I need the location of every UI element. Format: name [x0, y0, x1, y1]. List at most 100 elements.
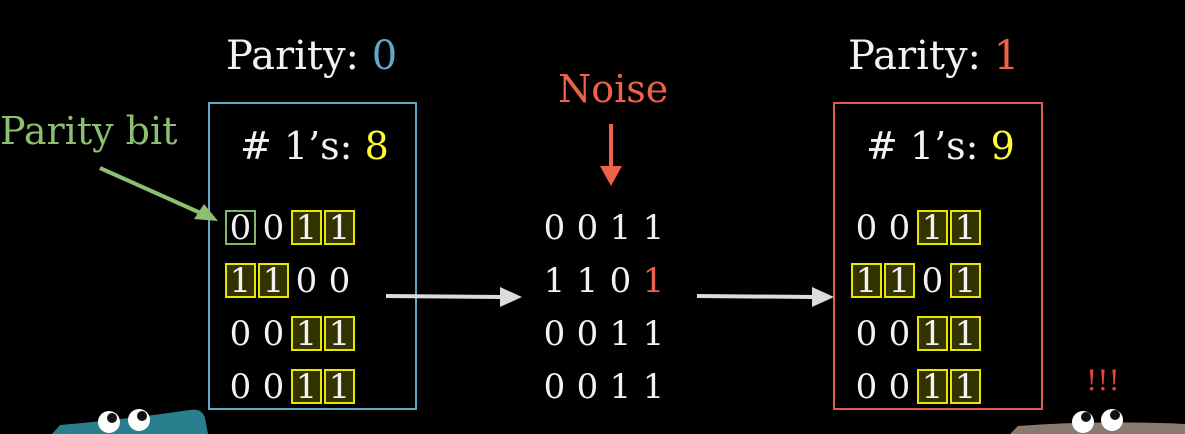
transmit-arrow-1	[385, 287, 522, 307]
left-parity-label: Parity:	[226, 33, 360, 79]
left-bit-r3-c0: 0	[224, 360, 257, 413]
bit-value: 1	[323, 316, 356, 351]
bit-value: 0	[262, 367, 285, 407]
right-bit-r0-c3: 1	[949, 201, 982, 254]
bit-value: 1	[883, 263, 916, 298]
right-bit-r3-c1: 0	[883, 360, 916, 413]
right-receiver-box	[833, 102, 1043, 410]
left-ones-count: # 1’s: 8	[240, 127, 389, 165]
middle-bit-r2-c3: 1	[637, 307, 670, 360]
bit-value: 0	[888, 208, 911, 248]
left-bit-r3-c2: 1	[290, 360, 323, 413]
left-count-value: 8	[364, 124, 389, 168]
middle-bit-r2-c1: 0	[571, 307, 604, 360]
bit-value: 0	[295, 261, 318, 301]
left-sender-box	[208, 102, 417, 410]
middle-bit-r3-c0: 0	[538, 360, 571, 413]
left-bit-r2-c3: 1	[323, 307, 356, 360]
bit-value: 1	[290, 369, 323, 404]
bit-value: 1	[642, 208, 665, 248]
bit-value: 1	[916, 369, 949, 404]
bit-value: 1	[949, 263, 982, 298]
parity-bit-arrow	[99, 166, 218, 221]
bit-value: 1	[949, 369, 982, 404]
noise-label: Noise	[558, 67, 669, 111]
right-bit-r3-c0: 0	[850, 360, 883, 413]
bit-value: 1	[850, 263, 883, 298]
bit-value: 1	[609, 367, 632, 407]
left-bit-r3-c1: 0	[257, 360, 290, 413]
bit-value: 0	[224, 210, 257, 245]
right-bit-r2-c3: 1	[949, 307, 982, 360]
right-ones-count: # 1’s: 9	[866, 127, 1015, 165]
bit-value: 1	[642, 314, 665, 354]
bit-value: 0	[855, 208, 878, 248]
left-bit-r0-c3: 1	[323, 201, 356, 254]
bit-value: 0	[543, 367, 566, 407]
brown-pi-creature	[1010, 409, 1185, 434]
right-bit-r2-c2: 1	[916, 307, 949, 360]
right-bit-r1-c3: 1	[949, 254, 982, 307]
left-bit-r3-c3: 1	[323, 360, 356, 413]
right-bit-r2-c0: 0	[850, 307, 883, 360]
bit-value: 1	[642, 261, 665, 301]
bit-value: 1	[290, 316, 323, 351]
right-bit-r1-c1: 1	[883, 254, 916, 307]
right-bit-r2-c1: 0	[883, 307, 916, 360]
parity-bit-label: Parity bit	[0, 109, 178, 153]
bit-value: 0	[262, 314, 285, 354]
middle-bit-r0-c3: 1	[637, 201, 670, 254]
bit-value: 1	[576, 261, 599, 301]
bit-value: 0	[855, 314, 878, 354]
bit-value: 1	[290, 210, 323, 245]
right-parity-title: Parity: 1	[848, 36, 1019, 76]
brown-creature-eyes	[1072, 409, 1123, 433]
left-bit-r1-c1: 1	[257, 254, 290, 307]
left-bit-r0-c0: 0	[224, 201, 257, 254]
bit-value: 0	[576, 367, 599, 407]
left-bit-r2-c2: 1	[290, 307, 323, 360]
left-bit-r0-c2: 1	[290, 201, 323, 254]
bit-value: 1	[323, 369, 356, 404]
right-bit-r0-c0: 0	[850, 201, 883, 254]
right-bit-r3-c2: 1	[916, 360, 949, 413]
bit-value: 0	[921, 261, 944, 301]
right-count-label: # 1’s:	[866, 124, 979, 168]
left-bit-r2-c0: 0	[224, 307, 257, 360]
blue-creature-eyes	[98, 409, 150, 433]
right-bit-r0-c2: 1	[916, 201, 949, 254]
middle-bit-r2-c0: 0	[538, 307, 571, 360]
bit-value: 0	[328, 261, 351, 301]
bit-value: 1	[609, 314, 632, 354]
left-bit-r1-c3: 0	[323, 254, 356, 307]
middle-bit-r3-c1: 0	[571, 360, 604, 413]
noise-arrow	[600, 124, 622, 186]
middle-bit-r0-c2: 1	[604, 201, 637, 254]
bit-value: 1	[949, 210, 982, 245]
bit-value: 0	[888, 367, 911, 407]
right-parity-label: Parity:	[848, 33, 982, 79]
bit-value: 0	[576, 208, 599, 248]
left-parity-value: 0	[371, 33, 398, 79]
bit-value: 1	[642, 367, 665, 407]
bit-value: 0	[855, 367, 878, 407]
middle-bit-r0-c0: 0	[538, 201, 571, 254]
bit-value: 1	[916, 316, 949, 351]
middle-bit-r1-c2: 0	[604, 254, 637, 307]
bit-value: 1	[949, 316, 982, 351]
bit-value: 0	[229, 367, 252, 407]
left-parity-title: Parity: 0	[226, 36, 397, 76]
middle-bit-r1-c1: 1	[571, 254, 604, 307]
bit-value: 0	[888, 314, 911, 354]
middle-bit-r2-c2: 1	[604, 307, 637, 360]
bit-value: 0	[543, 208, 566, 248]
bit-value: 1	[323, 210, 356, 245]
right-count-value: 9	[990, 124, 1015, 168]
left-bit-r0-c1: 0	[257, 201, 290, 254]
left-bit-r1-c0: 1	[224, 254, 257, 307]
right-bit-r3-c3: 1	[949, 360, 982, 413]
